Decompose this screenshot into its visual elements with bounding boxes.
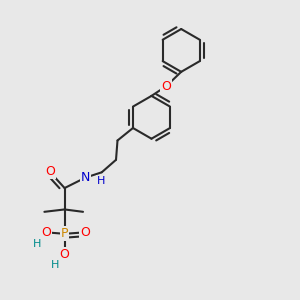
Text: H: H: [97, 176, 105, 186]
Text: N: N: [81, 171, 90, 184]
Text: O: O: [161, 80, 171, 93]
Text: P: P: [61, 227, 68, 240]
Text: O: O: [80, 226, 90, 239]
Text: H: H: [51, 260, 59, 270]
Text: O: O: [41, 226, 51, 239]
Text: O: O: [45, 165, 55, 178]
Text: O: O: [60, 248, 70, 260]
Text: H: H: [32, 238, 41, 249]
